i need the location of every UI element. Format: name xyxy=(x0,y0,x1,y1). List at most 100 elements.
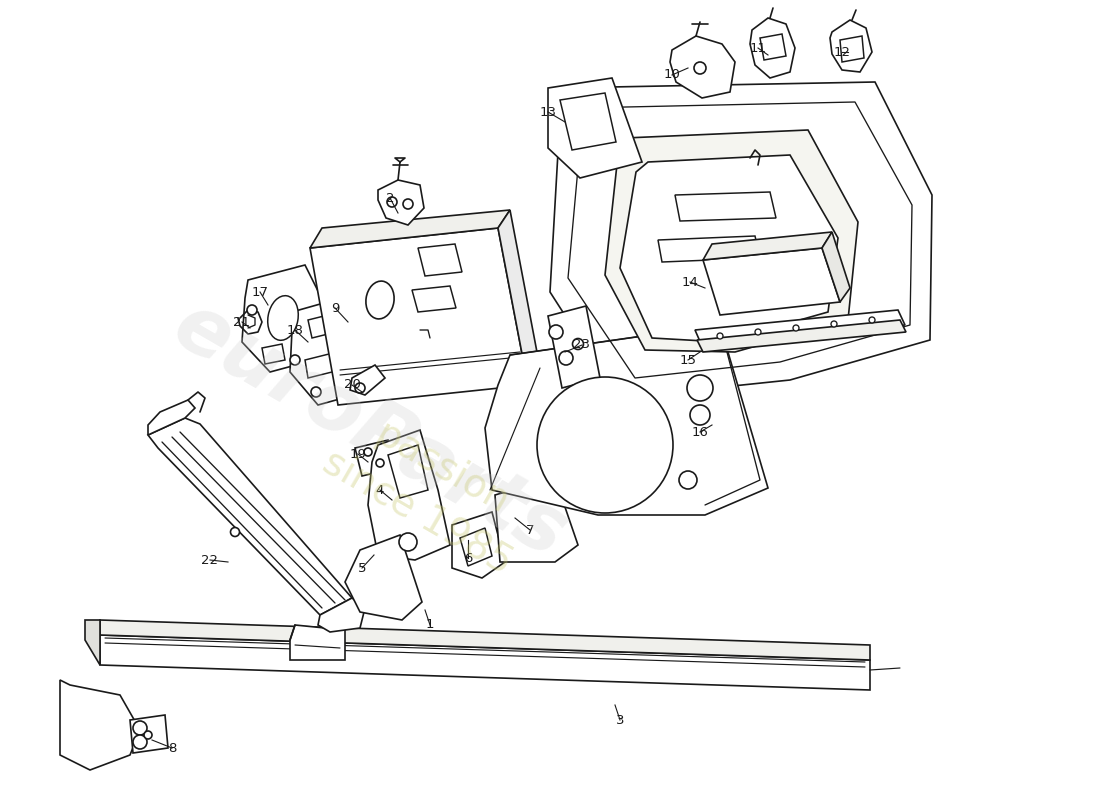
Polygon shape xyxy=(85,620,100,665)
Polygon shape xyxy=(703,232,832,260)
Text: 15: 15 xyxy=(680,354,696,366)
Ellipse shape xyxy=(366,281,394,319)
Text: 1: 1 xyxy=(426,618,434,631)
Text: 13: 13 xyxy=(539,106,557,118)
Polygon shape xyxy=(670,36,735,98)
Circle shape xyxy=(694,62,706,74)
Circle shape xyxy=(399,533,417,551)
Polygon shape xyxy=(560,93,616,150)
Circle shape xyxy=(290,355,300,365)
Polygon shape xyxy=(242,265,324,372)
Circle shape xyxy=(403,199,412,209)
Ellipse shape xyxy=(267,296,298,340)
Polygon shape xyxy=(148,400,195,435)
Polygon shape xyxy=(262,344,285,364)
Polygon shape xyxy=(658,236,760,262)
Polygon shape xyxy=(695,310,905,346)
Text: 5: 5 xyxy=(358,562,366,574)
Polygon shape xyxy=(822,232,850,302)
Text: 16: 16 xyxy=(692,426,708,438)
Polygon shape xyxy=(130,715,168,753)
Polygon shape xyxy=(305,350,348,378)
Circle shape xyxy=(133,735,147,749)
Text: 23: 23 xyxy=(573,338,591,351)
Polygon shape xyxy=(460,528,492,566)
Text: 2: 2 xyxy=(386,191,394,205)
Polygon shape xyxy=(100,635,870,690)
Text: passion
since 1985: passion since 1985 xyxy=(316,399,544,581)
Polygon shape xyxy=(308,310,352,338)
Circle shape xyxy=(830,321,837,327)
Polygon shape xyxy=(318,598,365,632)
Polygon shape xyxy=(550,82,932,398)
Circle shape xyxy=(133,721,147,735)
Polygon shape xyxy=(368,430,450,560)
Circle shape xyxy=(755,329,761,335)
Text: 17: 17 xyxy=(252,286,268,298)
Circle shape xyxy=(793,325,799,331)
Polygon shape xyxy=(697,320,906,352)
Text: 18: 18 xyxy=(287,323,304,337)
Text: 19: 19 xyxy=(350,447,366,461)
Polygon shape xyxy=(750,18,795,78)
Polygon shape xyxy=(290,625,345,660)
Polygon shape xyxy=(452,512,505,578)
Polygon shape xyxy=(148,418,352,615)
Polygon shape xyxy=(60,680,140,770)
Text: 11: 11 xyxy=(749,42,767,54)
Text: 21: 21 xyxy=(233,315,251,329)
Polygon shape xyxy=(840,36,864,62)
Text: euroParts: euroParts xyxy=(160,286,581,574)
Text: 7: 7 xyxy=(526,523,535,537)
Polygon shape xyxy=(703,248,840,315)
Polygon shape xyxy=(675,192,776,221)
Circle shape xyxy=(364,448,372,456)
Text: 9: 9 xyxy=(331,302,339,314)
Text: 8: 8 xyxy=(168,742,176,754)
Text: 12: 12 xyxy=(834,46,850,58)
Polygon shape xyxy=(548,306,600,388)
Text: 20: 20 xyxy=(343,378,361,391)
Text: 22: 22 xyxy=(201,554,219,566)
Circle shape xyxy=(387,197,397,207)
Circle shape xyxy=(248,305,257,315)
Polygon shape xyxy=(290,295,375,405)
Polygon shape xyxy=(620,155,838,342)
Circle shape xyxy=(537,377,673,513)
Text: 6: 6 xyxy=(464,551,472,565)
Text: 10: 10 xyxy=(663,69,681,82)
Polygon shape xyxy=(100,620,870,660)
Polygon shape xyxy=(350,365,385,395)
Polygon shape xyxy=(830,20,872,72)
Polygon shape xyxy=(605,130,858,352)
Polygon shape xyxy=(310,228,528,405)
Circle shape xyxy=(144,731,152,739)
Text: 3: 3 xyxy=(616,714,625,726)
Circle shape xyxy=(679,471,697,489)
Circle shape xyxy=(355,383,365,393)
Circle shape xyxy=(688,375,713,401)
Polygon shape xyxy=(760,34,786,60)
Circle shape xyxy=(690,405,710,425)
Polygon shape xyxy=(310,210,510,248)
Text: 14: 14 xyxy=(682,275,698,289)
Polygon shape xyxy=(498,210,540,385)
Circle shape xyxy=(717,333,723,339)
Text: 4: 4 xyxy=(376,483,384,497)
Circle shape xyxy=(572,338,583,350)
Polygon shape xyxy=(418,244,462,276)
Circle shape xyxy=(376,459,384,467)
Polygon shape xyxy=(378,180,424,225)
Polygon shape xyxy=(355,440,395,476)
Polygon shape xyxy=(345,535,422,620)
Circle shape xyxy=(549,325,563,339)
Polygon shape xyxy=(495,478,578,562)
Circle shape xyxy=(311,387,321,397)
Polygon shape xyxy=(548,78,642,178)
Polygon shape xyxy=(485,325,768,515)
Circle shape xyxy=(869,317,874,323)
Polygon shape xyxy=(388,445,428,498)
Polygon shape xyxy=(412,286,456,312)
Circle shape xyxy=(231,527,240,537)
Circle shape xyxy=(559,351,573,365)
